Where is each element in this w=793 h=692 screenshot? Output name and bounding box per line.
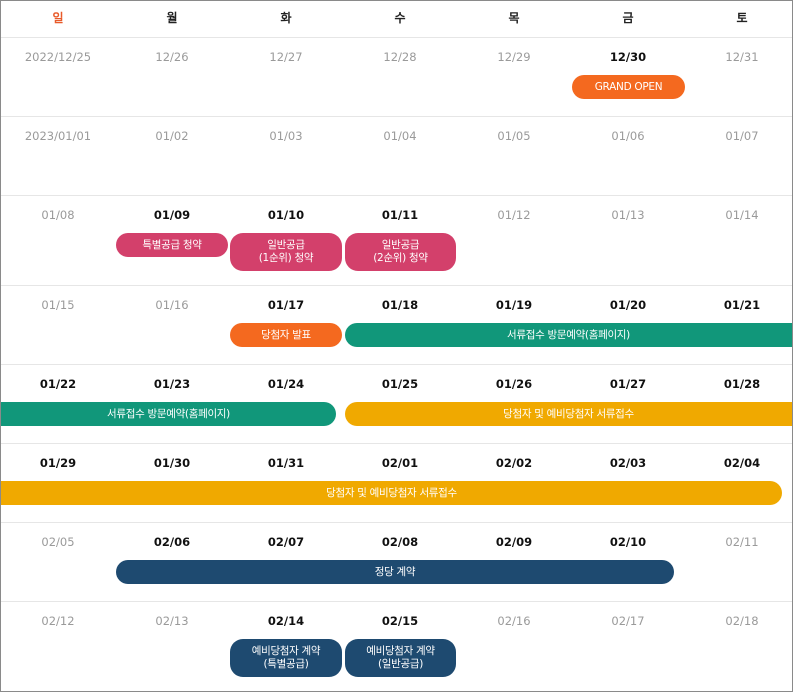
date-cell: 01/22: [39, 377, 77, 391]
date-cell: 01/28: [723, 377, 761, 391]
event-reserve-contract-special[interactable]: 예비당첨자 계약 (특별공급): [230, 639, 342, 677]
date-cell: 02/09: [495, 535, 533, 549]
date-cell: 02/13: [155, 614, 189, 628]
event-line: (특별공급): [263, 658, 309, 670]
date-cell: 12/28: [383, 50, 417, 64]
date-cell: 01/11: [381, 208, 419, 222]
date-cell: 01/04: [383, 129, 417, 143]
weekday-tue: 화: [280, 11, 292, 25]
event-general-supply-2nd[interactable]: 일반공급 (2순위) 청약: [345, 233, 456, 271]
date-cell: 02/02: [495, 456, 533, 470]
date-cell: 01/16: [155, 298, 189, 312]
date-cell: 01/06: [611, 129, 645, 143]
date-cell: 02/07: [267, 535, 305, 549]
weekday-sun: 일: [52, 11, 64, 25]
event-line: (1순위) 청약: [258, 252, 314, 264]
date-cell: 02/05: [41, 535, 75, 549]
event-regular-contract[interactable]: 정당 계약: [116, 560, 674, 584]
date-cell: 02/01: [381, 456, 419, 470]
date-cell: 02/16: [497, 614, 531, 628]
week-row: 02/12 02/13 02/14 02/15 02/16 02/17 02/1…: [1, 602, 792, 691]
date-cell: 02/03: [609, 456, 647, 470]
event-document-submission[interactable]: 당첨자 및 예비당첨자 서류접수: [1, 481, 782, 505]
date-cell: 01/03: [269, 129, 303, 143]
week-row: 01/29 01/30 01/31 02/01 02/02 02/03 02/0…: [1, 444, 792, 523]
date-cell: 01/19: [495, 298, 533, 312]
date-cell: 02/14: [267, 614, 305, 628]
week-row: 01/08 01/09 01/10 01/11 01/12 01/13 01/1…: [1, 196, 792, 286]
event-document-submission[interactable]: 당첨자 및 예비당첨자 서류접수: [345, 402, 792, 426]
event-line: 예비당첨자 계약: [251, 645, 321, 657]
date-cell: 01/09: [153, 208, 191, 222]
date-cell: 01/14: [725, 208, 759, 222]
date-cell: 01/07: [725, 129, 759, 143]
event-line: (2순위) 청약: [373, 252, 428, 264]
date-cell: 02/18: [725, 614, 759, 628]
week-row: 2022/12/25 12/26 12/27 12/28 12/29 12/30…: [1, 38, 792, 117]
date-cell: 01/02: [155, 129, 189, 143]
date-cell: 02/17: [611, 614, 645, 628]
date-cell: 02/10: [609, 535, 647, 549]
week-row: 2023/01/01 01/02 01/03 01/04 01/05 01/06…: [1, 117, 792, 196]
date-cell: 02/04: [723, 456, 761, 470]
week-row: 02/05 02/06 02/07 02/08 02/09 02/10 02/1…: [1, 523, 792, 602]
event-winner-announcement[interactable]: 당첨자 발표: [230, 323, 342, 347]
event-line: 일반공급: [267, 239, 305, 251]
date-cell: 01/23: [153, 377, 191, 391]
date-cell: 12/31: [725, 50, 759, 64]
date-cell: 2022/12/25: [24, 50, 92, 64]
date-cell: 01/24: [267, 377, 305, 391]
date-cell: 01/17: [267, 298, 305, 312]
date-cell: 01/21: [723, 298, 761, 312]
date-cell: 02/08: [381, 535, 419, 549]
week-row: 01/22 01/23 01/24 01/25 01/26 01/27 01/2…: [1, 365, 792, 444]
date-cell: 2023/01/01: [24, 129, 92, 143]
date-cell: 01/15: [41, 298, 75, 312]
date-cell: 12/26: [155, 50, 189, 64]
date-cell: 12/30: [609, 50, 647, 64]
event-line: 일반공급: [381, 239, 420, 251]
date-cell: 01/05: [497, 129, 531, 143]
date-cell: 01/31: [267, 456, 305, 470]
date-cell: 01/29: [39, 456, 77, 470]
date-cell: 12/29: [497, 50, 531, 64]
event-general-supply-1st[interactable]: 일반공급 (1순위) 청약: [230, 233, 342, 271]
event-line: 예비당첨자 계약: [366, 645, 435, 657]
event-document-visit-reservation[interactable]: 서류접수 방문예약(홈페이지): [345, 323, 792, 347]
event-line: (일반공급): [377, 658, 424, 670]
weekday-header: 일 월 화 수 목 금 토: [1, 1, 792, 38]
date-cell: 12/27: [269, 50, 303, 64]
date-cell: 01/25: [381, 377, 419, 391]
date-cell: 01/27: [609, 377, 647, 391]
date-cell: 01/20: [609, 298, 647, 312]
date-cell: 02/12: [41, 614, 75, 628]
date-cell: 01/08: [41, 208, 75, 222]
date-cell: 01/13: [611, 208, 645, 222]
weekday-mon: 월: [166, 11, 178, 25]
date-cell: 02/15: [381, 614, 419, 628]
date-cell: 01/26: [495, 377, 533, 391]
event-special-supply[interactable]: 특별공급 청약: [116, 233, 228, 257]
date-cell: 01/10: [267, 208, 305, 222]
date-cell: 02/06: [153, 535, 191, 549]
weekday-fri: 금: [622, 11, 634, 25]
week-row: 01/15 01/16 01/17 01/18 01/19 01/20 01/2…: [1, 286, 792, 365]
weekday-wed: 수: [394, 11, 406, 25]
event-grand-open[interactable]: GRAND OPEN: [572, 75, 685, 99]
date-cell: 01/30: [153, 456, 191, 470]
date-cell: 01/12: [497, 208, 531, 222]
date-cell: 01/18: [381, 298, 419, 312]
event-document-visit-reservation[interactable]: 서류접수 방문예약(홈페이지): [1, 402, 336, 426]
weekday-thu: 목: [508, 11, 520, 25]
weekday-sat: 토: [736, 11, 748, 25]
date-cell: 02/11: [725, 535, 759, 549]
event-reserve-contract-general[interactable]: 예비당첨자 계약 (일반공급): [345, 639, 456, 677]
